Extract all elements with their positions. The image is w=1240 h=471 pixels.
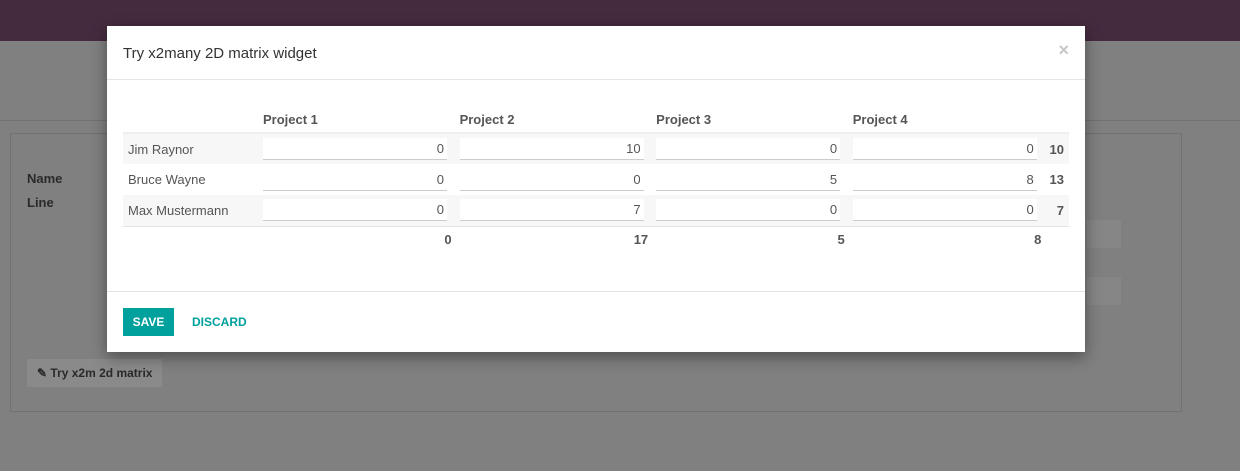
row-label: Bruce Wayne xyxy=(128,172,206,187)
column-total: 17 xyxy=(633,231,649,247)
row-total: 10 xyxy=(1049,132,1069,164)
try-matrix-button[interactable]: ✎ Try x2m 2d matrix xyxy=(27,359,163,387)
column-total: 5 xyxy=(837,231,845,247)
column-header: Project 3 xyxy=(656,111,712,127)
column-header: Project 2 xyxy=(459,111,515,127)
row-total: 7 xyxy=(1049,195,1069,227)
close-icon[interactable]: × xyxy=(1058,40,1069,60)
matrix-cell-input[interactable] xyxy=(852,199,1037,222)
row-total: 13 xyxy=(1049,172,1064,187)
matrix-cell-input[interactable] xyxy=(263,138,447,160)
column-total: 0 xyxy=(444,231,452,247)
edit-icon: ✎ xyxy=(37,366,48,380)
name-label: Name xyxy=(27,171,63,186)
matrix-cell-input[interactable] xyxy=(459,138,644,160)
matrix-cell-input[interactable] xyxy=(656,168,841,191)
field-placeholder xyxy=(1087,220,1121,248)
line-label: Line xyxy=(27,195,54,210)
column-header: Project 1 xyxy=(263,111,318,127)
header-divider xyxy=(107,79,1085,80)
save-button[interactable]: SAVE xyxy=(123,308,174,336)
table-row: Bruce Wayne 13 xyxy=(123,164,1069,195)
dialog-title: Try x2many 2D matrix widget xyxy=(123,45,317,62)
table-row: Jim Raynor 10 xyxy=(123,132,1069,164)
column-total: 8 xyxy=(1034,231,1042,247)
matrix-cell-input[interactable] xyxy=(852,138,1037,160)
footer-divider xyxy=(107,291,1085,292)
table-row: Max Mustermann 7 xyxy=(123,195,1069,227)
row-label: Max Mustermann xyxy=(123,195,263,227)
matrix-cell-input[interactable] xyxy=(459,168,644,191)
matrix-cell-input[interactable] xyxy=(656,138,841,160)
discard-button[interactable]: DISCARD xyxy=(192,315,247,329)
matrix-cell-input[interactable] xyxy=(852,168,1037,191)
row-label: Jim Raynor xyxy=(123,132,263,164)
matrix-cell-input[interactable] xyxy=(263,168,447,191)
matrix-cell-input[interactable] xyxy=(263,199,447,222)
matrix-cell-input[interactable] xyxy=(459,199,644,222)
matrix-dialog: Try x2many 2D matrix widget × Project 1 … xyxy=(107,26,1085,352)
matrix-cell-input[interactable] xyxy=(656,199,841,222)
matrix-table: Project 1 Project 2 Project 3 Project 4 … xyxy=(123,106,1069,252)
field-placeholder xyxy=(1087,277,1121,305)
column-header: Project 4 xyxy=(852,111,908,127)
